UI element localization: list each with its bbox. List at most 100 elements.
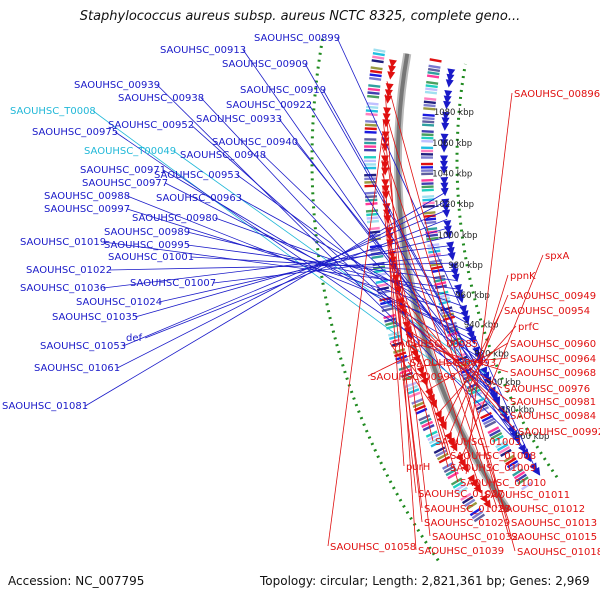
right-gene-label[interactable]: SAOUHSC_00984 <box>510 411 596 422</box>
left-gene-label[interactable]: SAOUHSC_01053 <box>40 341 126 352</box>
reverse-strand-arrow <box>483 499 492 509</box>
reverse-strand-arrow <box>425 388 433 398</box>
ruler-tick-label: 980 kbp <box>448 261 483 271</box>
left-gene-label[interactable]: SAOUHSC_00899 <box>254 33 340 44</box>
left-gene-label[interactable]: SAOUHSC_01022 <box>26 265 112 276</box>
gene-band-inner <box>370 69 383 74</box>
right-gene-label[interactable]: SAOUHSC_01010 <box>460 478 546 489</box>
left-gene-label[interactable]: SAOUHSC_00977 <box>82 178 168 189</box>
left-gene-label[interactable]: SAOUHSC_00913 <box>160 45 246 56</box>
right-gene-label[interactable]: SAOUHSC_00964 <box>510 354 596 365</box>
right-gene-label[interactable]: SAOUHSC_00960 <box>510 339 596 350</box>
right-gene-label[interactable]: SAOUHSC_00968 <box>510 368 596 379</box>
gene-band-inner <box>371 59 384 64</box>
right-gene-label[interactable]: prfC <box>518 322 539 333</box>
left-gene-label[interactable]: SAOUHSC_01024 <box>76 297 162 308</box>
left-gene-label[interactable]: SAOUHSC_00952 <box>108 120 194 131</box>
right-gene-label[interactable]: SAOUHSC_01015 <box>511 532 597 543</box>
right-gene-label[interactable]: SAOUHSC_01008 <box>450 451 536 462</box>
left-gene-label[interactable]: SAOUHSC_00909 <box>222 59 308 70</box>
left-gene-label[interactable]: SAOUHSC_01035 <box>52 312 138 323</box>
gene-band-inner <box>365 109 378 113</box>
leader-line <box>408 341 509 373</box>
leader-line <box>123 209 447 347</box>
right-gene-label[interactable]: spxA <box>545 251 569 262</box>
right-gene-label[interactable]: SAOUHSC_01039 <box>418 546 504 557</box>
right-gene-label[interactable]: SAOUHSC_00896 <box>514 89 600 100</box>
left-gene-label[interactable]: SAOUHSC_00963 <box>156 193 242 204</box>
right-gene-label[interactable]: SAOUHSC_01003 <box>435 437 521 448</box>
left-gene-label[interactable]: SAOUHSC_00948 <box>180 150 266 161</box>
leader-line <box>382 199 483 495</box>
right-gene-label[interactable]: SAOUHSC_01029 <box>424 518 510 529</box>
gene-band-outer <box>492 434 504 443</box>
gene-band-inner <box>435 449 448 458</box>
ruler-tick-label: 860 kbp <box>515 432 550 442</box>
left-gene-label[interactable]: SAOUHSC_01001 <box>108 252 194 263</box>
gene-band-inner <box>454 483 467 492</box>
inner-dotted-ring <box>310 38 440 562</box>
gene-band-inner <box>373 48 386 53</box>
left-gene-label[interactable]: SAOUHSC_00922 <box>226 100 312 111</box>
gene-band-inner <box>389 337 403 344</box>
right-gene-label[interactable]: SAOUHSC_00949 <box>510 291 596 302</box>
right-gene-label[interactable]: SAOUHSC_00976 <box>504 384 590 395</box>
left-gene-label[interactable]: SAOUHSC_00939 <box>74 80 160 91</box>
right-gene-label[interactable]: SAOUHSC_00954 <box>504 306 590 317</box>
right-gene-label[interactable]: SAOUHSC_01011 <box>484 490 570 501</box>
left-gene-label[interactable]: SAOUHSC_00988 <box>44 191 130 202</box>
right-gene-label[interactable]: ppnK <box>510 271 536 282</box>
gene-band-outer <box>424 220 437 225</box>
right-gene-label[interactable]: SAOUHSC_01058 <box>330 542 416 553</box>
gene-band-outer <box>481 414 494 423</box>
accession-label: Accession: NC_007795 <box>8 574 145 588</box>
left-gene-label[interactable]: SAOUHSC_00980 <box>132 213 218 224</box>
left-gene-label[interactable]: def <box>126 333 143 344</box>
left-gene-label[interactable]: SAOUHSC_00953 <box>154 170 240 181</box>
gene-band-outer <box>423 107 436 111</box>
right-gene-label[interactable]: SAOUHSC_00981 <box>510 397 596 408</box>
right-gene-label[interactable]: SAOUHSC_01028 <box>424 504 510 515</box>
gene-band-outer <box>487 426 500 434</box>
left-gene-label[interactable]: SAOUHSC_00989 <box>104 227 190 238</box>
right-gene-label[interactable]: SAOUHSC_00985 <box>392 339 478 350</box>
left-gene-label[interactable]: SAOUHSC_00971 <box>80 165 166 176</box>
leader-line <box>294 141 490 383</box>
left-gene-label[interactable]: SAOUHSC_00975 <box>32 127 118 138</box>
gene-band-inner <box>364 130 377 134</box>
right-gene-label[interactable]: SAOUHSC_01027 <box>418 489 504 500</box>
gene-band-outer <box>473 397 485 405</box>
leader-line <box>386 238 449 468</box>
forward-strand-arrow <box>443 220 452 229</box>
left-gene-label[interactable]: SAOUHSC_01007 <box>130 278 216 289</box>
gene-band-outer <box>434 281 447 287</box>
left-gene-label[interactable]: SAOUHSC_00933 <box>196 114 282 125</box>
forward-strand-arrow <box>483 376 492 386</box>
right-gene-label[interactable]: SAOUHSC_01013 <box>511 518 597 529</box>
right-gene-label[interactable]: SAOUHSC_01032 <box>432 532 518 543</box>
left-gene-label[interactable]: SAOUHSC_00940 <box>212 137 298 148</box>
gene-band-outer <box>482 417 495 426</box>
left-gene-label[interactable]: SAOUHSC_00995 <box>104 240 190 251</box>
left-gene-label[interactable]: SAOUHSC_T00049 <box>84 146 176 157</box>
left-gene-label[interactable]: SAOUHSC_01036 <box>20 283 106 294</box>
gene-band-inner <box>385 320 398 327</box>
left-gene-label[interactable]: SAOUHSC_T0008 <box>10 106 96 117</box>
left-gene-label[interactable]: SAOUHSC_01019 <box>20 237 106 248</box>
right-gene-label[interactable]: SAOUHSC_01018 <box>517 547 600 558</box>
left-gene-label[interactable]: SAOUHSC_01061 <box>34 363 120 374</box>
gene-band-outer <box>424 97 437 101</box>
right-gene-label[interactable]: SAOUHSC_00992 <box>518 427 600 438</box>
right-gene-label[interactable]: SAOUHSC_01009 <box>450 463 536 474</box>
right-gene-label[interactable]: SAOUHSC_00998 <box>370 372 456 383</box>
forward-strand-arrow <box>440 155 449 164</box>
left-gene-label[interactable]: SAOUHSC_00997 <box>44 204 130 215</box>
left-gene-label[interactable]: SAOUHSC_00938 <box>118 93 204 104</box>
right-gene-label[interactable]: SAOUHSC_01012 <box>499 504 585 515</box>
right-gene-label[interactable]: purH <box>406 462 430 473</box>
left-gene-label[interactable]: SAOUHSC_00919 <box>240 85 326 96</box>
left-gene-label[interactable]: SAOUHSC_01081 <box>2 401 88 412</box>
outer-dotted-ring <box>455 63 559 479</box>
leader-line <box>436 325 517 416</box>
gene-band-outer <box>426 74 440 79</box>
